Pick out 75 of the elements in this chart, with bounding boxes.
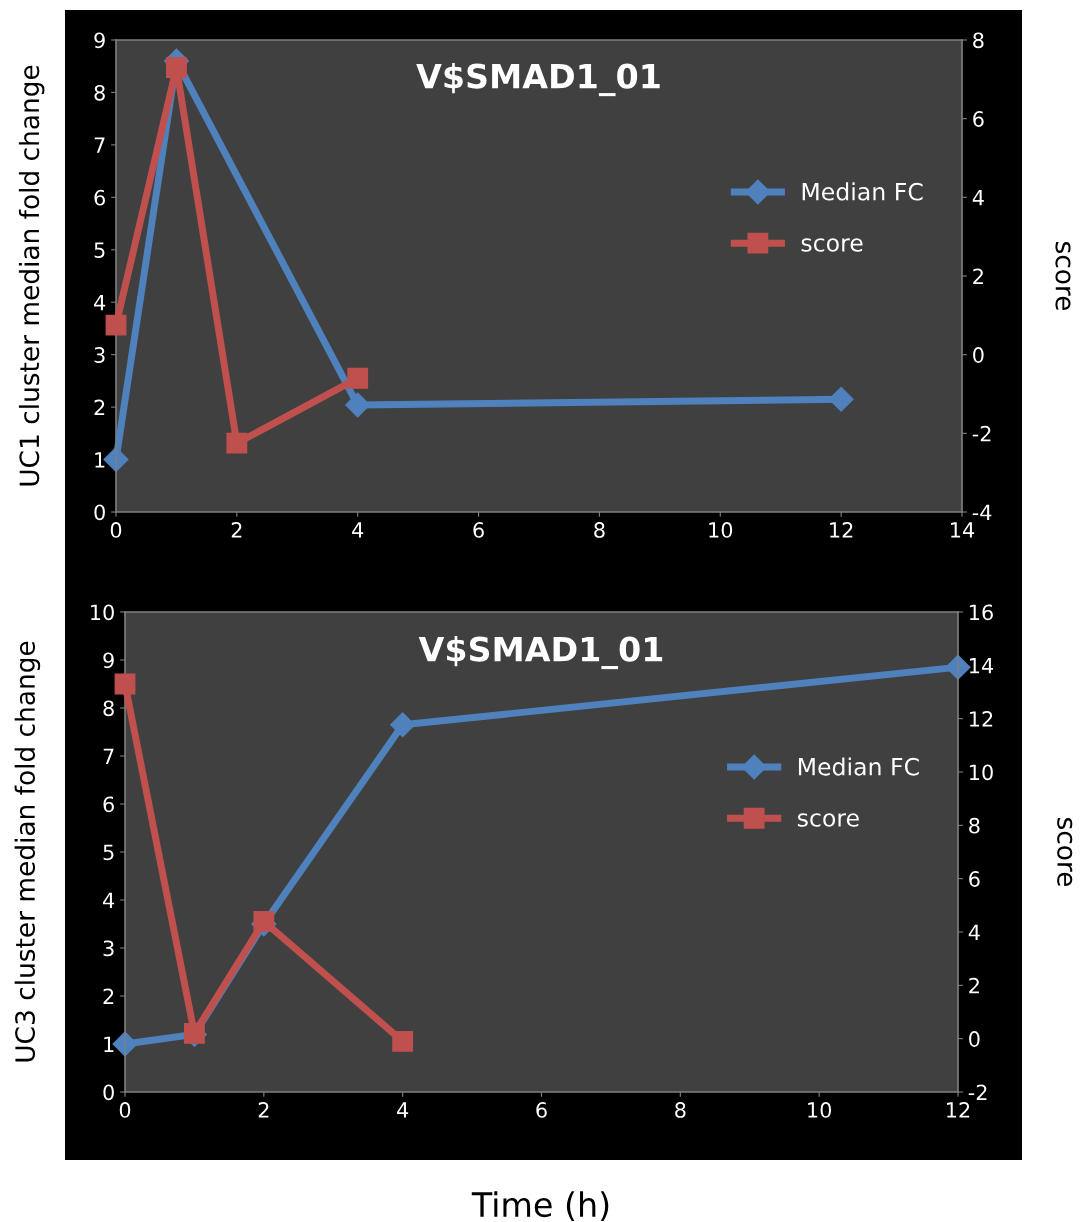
y2-tick-label: 0 <box>973 347 984 363</box>
point <box>114 673 136 695</box>
y-tick-label: 8 <box>94 84 105 101</box>
y-tick-label: 0 <box>94 504 105 521</box>
y2-tick-label: 8 <box>973 32 984 49</box>
y2-tick-label: 8 <box>969 817 980 834</box>
x-tick-label: 10 <box>808 1102 832 1118</box>
x-tick-label: 14 <box>951 522 975 538</box>
y-tick-label: 6 <box>103 796 114 813</box>
y-tick-label: 1 <box>95 452 105 468</box>
point <box>392 1030 414 1052</box>
y2-tick-label: 0 <box>969 1031 980 1047</box>
point <box>183 1022 205 1044</box>
y2-tick-label: 2 <box>969 977 979 994</box>
legend-label: score <box>801 238 863 252</box>
text: V$SMAD1_01 <box>416 62 660 97</box>
point <box>253 910 275 932</box>
point <box>390 712 416 738</box>
x-tick-label: 8 <box>594 522 605 538</box>
y-tick-label: 9 <box>94 32 105 49</box>
x-tick-label: 6 <box>536 1102 547 1118</box>
y-tick-label: 2 <box>103 988 114 1004</box>
y-tick-label: 5 <box>94 242 105 258</box>
y-tick-label: 5 <box>103 844 114 861</box>
point <box>345 392 371 418</box>
y2-tick-label: -2 <box>968 1084 987 1100</box>
point <box>347 367 369 389</box>
text: V$SMAD1_01 <box>418 635 663 670</box>
y2-tick-label: -2 <box>972 425 991 442</box>
y-tick-label: 0 <box>103 1084 114 1101</box>
y2-tick-label: 4 <box>972 190 984 206</box>
y2-axis-title: score <box>1055 241 1071 311</box>
y-tick-label: 2 <box>94 399 105 416</box>
x-tick-label: 2 <box>231 522 242 538</box>
y2-tick-label: -4 <box>972 504 992 520</box>
y2-tick-label: 16 <box>970 604 993 621</box>
x-tick-label: 4 <box>352 522 364 538</box>
y2-tick-label: 2 <box>973 268 983 284</box>
y-tick-label: 8 <box>103 700 114 717</box>
x-tick-label: 8 <box>675 1102 686 1118</box>
x-tick-label: 0 <box>119 1102 131 1118</box>
y2-tick-label: 12 <box>970 711 993 727</box>
y2-tick-label: 14 <box>970 658 994 674</box>
point <box>103 447 129 473</box>
y-tick-label: 3 <box>94 347 105 363</box>
x-axis-title: Time (h) <box>471 1191 609 1222</box>
y-tick-label: 10 <box>91 604 114 621</box>
y2-tick-label: 6 <box>969 871 980 887</box>
y-tick-label: 4 <box>103 892 115 908</box>
point <box>226 432 248 454</box>
legend-label: score <box>797 813 859 827</box>
point <box>828 386 854 412</box>
y-tick-label: 3 <box>103 940 114 957</box>
point <box>105 314 127 336</box>
y2-axis-title: score <box>1057 817 1073 887</box>
x-tick-label: 2 <box>258 1102 269 1118</box>
y-tick-label: 6 <box>94 189 105 206</box>
y-tick-label: 1 <box>104 1036 114 1052</box>
legend-label: Median FC <box>802 182 923 201</box>
point <box>166 57 187 78</box>
x-tick-label: 12 <box>830 522 853 538</box>
legend-label: Median FC <box>798 757 919 776</box>
x-tick-label: 6 <box>473 522 484 538</box>
y-tick-label: 7 <box>94 137 105 153</box>
y-tick-label: 7 <box>103 748 114 764</box>
x-tick-label: 10 <box>709 522 733 538</box>
y-axis-title: UC3 cluster median fold change <box>14 641 41 1062</box>
y-tick-label: 9 <box>103 652 114 669</box>
x-tick-label: 12 <box>947 1102 970 1118</box>
y-axis-title: UC1 cluster median fold change <box>18 65 45 486</box>
y2-tick-label: 6 <box>973 111 984 127</box>
y-tick-label: 4 <box>94 294 106 311</box>
y2-tick-label: 10 <box>970 764 993 781</box>
y2-tick-label: 4 <box>968 924 980 940</box>
x-tick-label: 4 <box>397 1102 409 1118</box>
